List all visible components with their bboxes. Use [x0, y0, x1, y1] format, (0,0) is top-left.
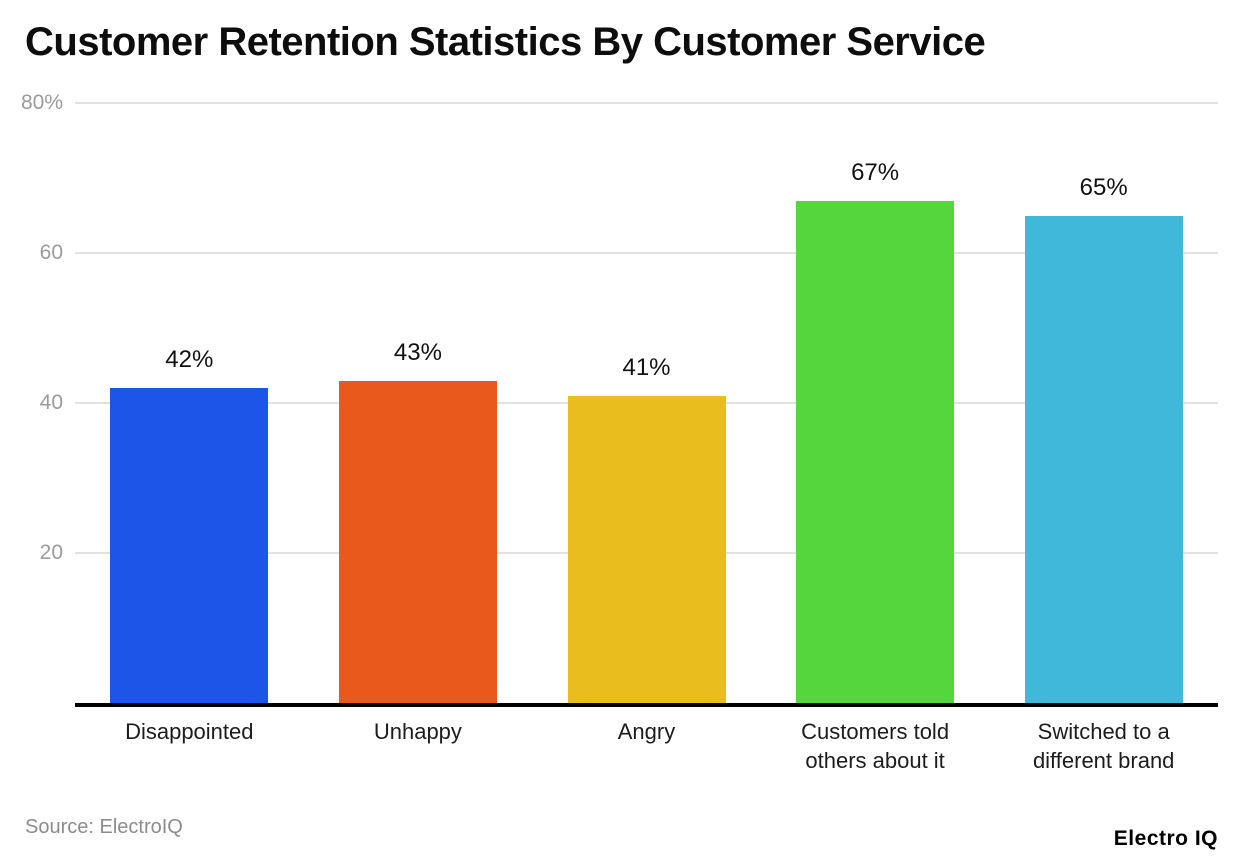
bar-disappointed	[110, 388, 269, 703]
bar-unhappy	[338, 380, 497, 703]
bar-value-label: 42%	[165, 346, 214, 373]
y-tick-label-40: 40	[39, 391, 63, 414]
bar-value-label: 65%	[1079, 173, 1128, 201]
y-tick-label-20: 20	[39, 541, 63, 564]
plot-area: 20 40 60 80% 42% Disappointed 43% Unhappy 41% Ang…	[21, 91, 1218, 773]
bar-value-label: 41%	[622, 353, 671, 381]
bar-value-label: 67%	[851, 158, 900, 186]
category-label: Angry	[617, 719, 676, 744]
chart-title: Customer Retention Statistics By Custome…	[25, 20, 986, 64]
bar-angry	[567, 395, 726, 703]
y-tick-label-60: 60	[39, 241, 63, 264]
brand-logo: Electro IQ	[1113, 827, 1218, 850]
gridline-80	[75, 102, 1218, 104]
category-label: Customers told others about it	[801, 719, 950, 774]
gridline-60	[75, 252, 1218, 254]
category-label: Unhappy	[373, 719, 462, 744]
source-note: Source: ElectroIQ	[25, 816, 183, 838]
bar-switched-to-a-different-brand	[1024, 215, 1183, 703]
category-label: Switched to a different brand	[1032, 719, 1175, 774]
category-label: Disappointed	[125, 719, 254, 744]
x-axis-line	[75, 703, 1218, 707]
bar-customers-told-others-about-it	[796, 200, 955, 703]
y-tick-label-80: 80%	[20, 91, 63, 114]
bar-value-label: 43%	[393, 338, 442, 366]
